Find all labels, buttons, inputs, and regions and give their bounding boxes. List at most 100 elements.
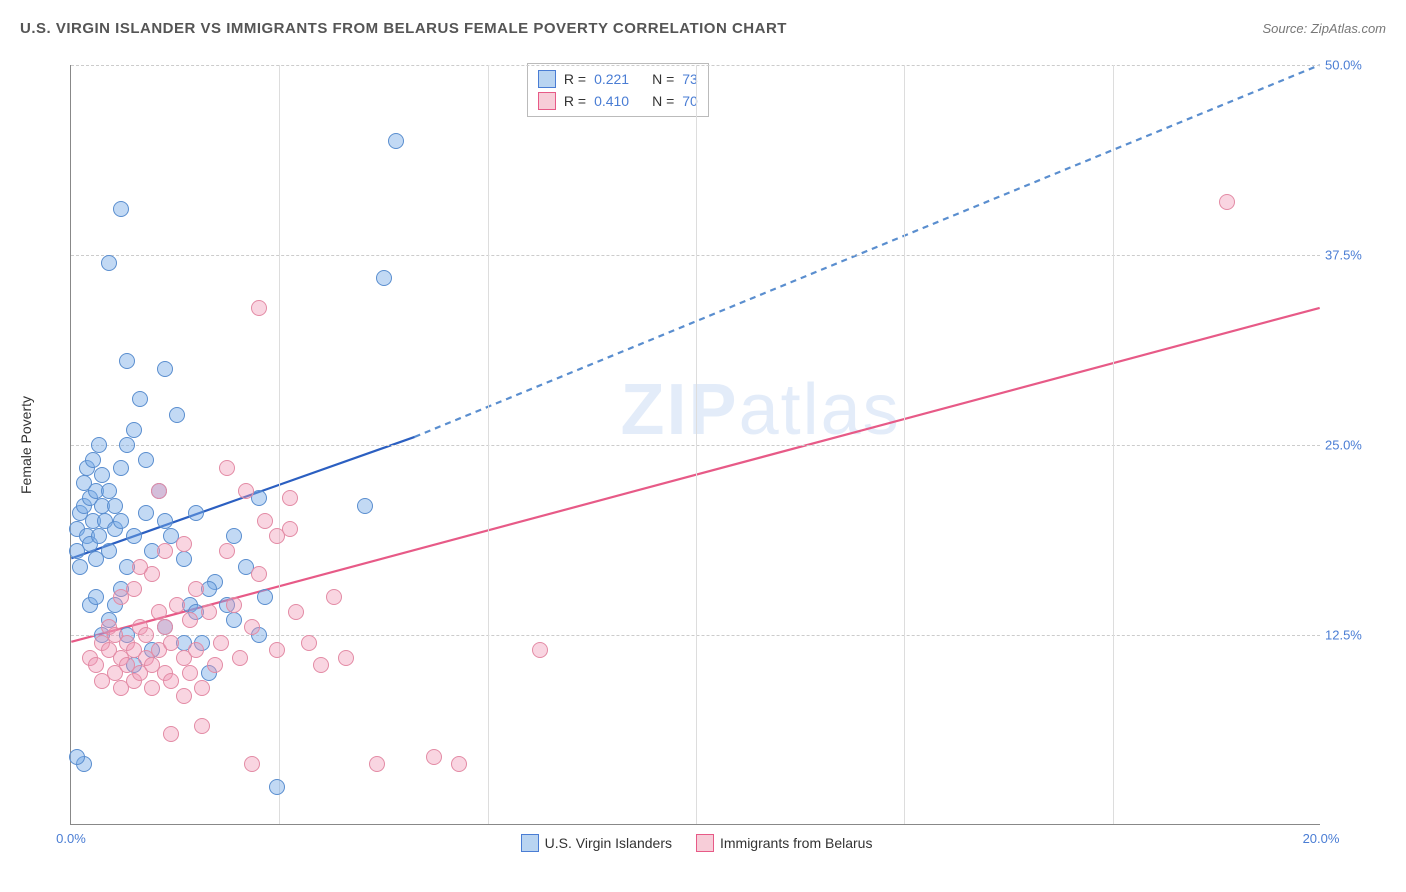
chart-source: Source: ZipAtlas.com — [1262, 21, 1386, 36]
stat-r-value: 0.221 — [594, 71, 644, 87]
scatter-point-belarus — [194, 718, 210, 734]
scatter-point-usvi — [113, 513, 129, 529]
plot-area: ZIPatlas R =0.221N =73R =0.410N =70 U.S.… — [70, 65, 1320, 825]
y-tick-label: 12.5% — [1325, 628, 1380, 643]
stat-r-value: 0.410 — [594, 93, 644, 109]
scatter-point-belarus — [157, 543, 173, 559]
scatter-point-belarus — [313, 657, 329, 673]
scatter-point-belarus — [226, 597, 242, 613]
scatter-point-belarus — [326, 589, 342, 605]
scatter-point-belarus — [207, 657, 223, 673]
scatter-point-usvi — [176, 551, 192, 567]
stat-r-label: R = — [564, 93, 586, 109]
scatter-point-belarus — [219, 460, 235, 476]
scatter-point-belarus — [169, 597, 185, 613]
scatter-point-usvi — [226, 528, 242, 544]
scatter-point-belarus — [201, 604, 217, 620]
legend-swatch — [538, 70, 556, 88]
scatter-point-belarus — [144, 680, 160, 696]
scatter-point-belarus — [369, 756, 385, 772]
scatter-point-belarus — [269, 642, 285, 658]
scatter-point-usvi — [188, 505, 204, 521]
legend-swatch — [696, 834, 714, 852]
chart-title: U.S. VIRGIN ISLANDER VS IMMIGRANTS FROM … — [20, 20, 787, 37]
stat-r-label: R = — [564, 71, 586, 87]
x-tick-label: 0.0% — [56, 831, 86, 846]
scatter-point-usvi — [257, 589, 273, 605]
scatter-point-usvi — [113, 460, 129, 476]
scatter-point-belarus — [138, 627, 154, 643]
scatter-point-usvi — [72, 559, 88, 575]
scatter-point-belarus — [213, 635, 229, 651]
scatter-point-usvi — [126, 528, 142, 544]
scatter-point-usvi — [119, 353, 135, 369]
stat-n-label: N = — [652, 93, 674, 109]
scatter-point-usvi — [119, 437, 135, 453]
scatter-point-usvi — [388, 133, 404, 149]
scatter-point-usvi — [101, 543, 117, 559]
scatter-point-usvi — [169, 407, 185, 423]
stat-legend-row: R =0.410N =70 — [538, 90, 698, 112]
scatter-point-belarus — [219, 543, 235, 559]
scatter-point-belarus — [163, 635, 179, 651]
scatter-point-belarus — [426, 749, 442, 765]
stat-legend: R =0.221N =73R =0.410N =70 — [527, 63, 709, 117]
scatter-point-usvi — [132, 391, 148, 407]
scatter-point-usvi — [157, 361, 173, 377]
bottom-legend-item: Immigrants from Belarus — [696, 834, 872, 852]
scatter-point-belarus — [451, 756, 467, 772]
chart-header: U.S. VIRGIN ISLANDER VS IMMIGRANTS FROM … — [20, 20, 1386, 47]
scatter-point-belarus — [244, 756, 260, 772]
gridline-v — [488, 65, 489, 824]
scatter-point-belarus — [251, 300, 267, 316]
scatter-point-belarus — [288, 604, 304, 620]
scatter-point-belarus — [188, 642, 204, 658]
bottom-legend: U.S. Virgin Islanders Immigrants from Bel… — [521, 834, 873, 852]
scatter-point-usvi — [157, 513, 173, 529]
scatter-point-belarus — [232, 650, 248, 666]
scatter-point-belarus — [188, 581, 204, 597]
scatter-point-belarus — [532, 642, 548, 658]
legend-swatch — [521, 834, 539, 852]
scatter-point-usvi — [85, 452, 101, 468]
bottom-legend-label: Immigrants from Belarus — [720, 835, 872, 851]
scatter-point-belarus — [1219, 194, 1235, 210]
x-tick-label: 20.0% — [1303, 831, 1340, 846]
scatter-point-usvi — [357, 498, 373, 514]
scatter-point-usvi — [91, 437, 107, 453]
scatter-point-usvi — [269, 779, 285, 795]
y-tick-label: 37.5% — [1325, 248, 1380, 263]
scatter-point-belarus — [157, 619, 173, 635]
scatter-point-belarus — [194, 680, 210, 696]
scatter-point-belarus — [176, 536, 192, 552]
scatter-point-belarus — [88, 657, 104, 673]
trend-line-dashed-usvi — [415, 65, 1320, 437]
y-axis-title: Female Poverty — [18, 396, 34, 494]
scatter-point-usvi — [94, 467, 110, 483]
scatter-point-usvi — [226, 612, 242, 628]
scatter-point-usvi — [376, 270, 392, 286]
scatter-point-belarus — [269, 528, 285, 544]
scatter-point-usvi — [101, 255, 117, 271]
scatter-point-usvi — [138, 452, 154, 468]
scatter-point-belarus — [301, 635, 317, 651]
scatter-point-belarus — [163, 726, 179, 742]
scatter-point-belarus — [244, 619, 260, 635]
gridline-v — [1113, 65, 1114, 824]
scatter-point-belarus — [282, 490, 298, 506]
scatter-point-usvi — [126, 422, 142, 438]
scatter-point-belarus — [182, 612, 198, 628]
scatter-point-belarus — [257, 513, 273, 529]
bottom-legend-item: U.S. Virgin Islanders — [521, 834, 672, 852]
scatter-point-belarus — [238, 483, 254, 499]
scatter-point-usvi — [91, 528, 107, 544]
scatter-point-belarus — [163, 673, 179, 689]
y-tick-label: 25.0% — [1325, 438, 1380, 453]
chart-container: U.S. VIRGIN ISLANDER VS IMMIGRANTS FROM … — [20, 20, 1386, 872]
stat-legend-row: R =0.221N =73 — [538, 68, 698, 90]
scatter-point-belarus — [338, 650, 354, 666]
stat-n-label: N = — [652, 71, 674, 87]
scatter-point-belarus — [132, 559, 148, 575]
scatter-point-usvi — [101, 483, 117, 499]
scatter-point-usvi — [138, 505, 154, 521]
